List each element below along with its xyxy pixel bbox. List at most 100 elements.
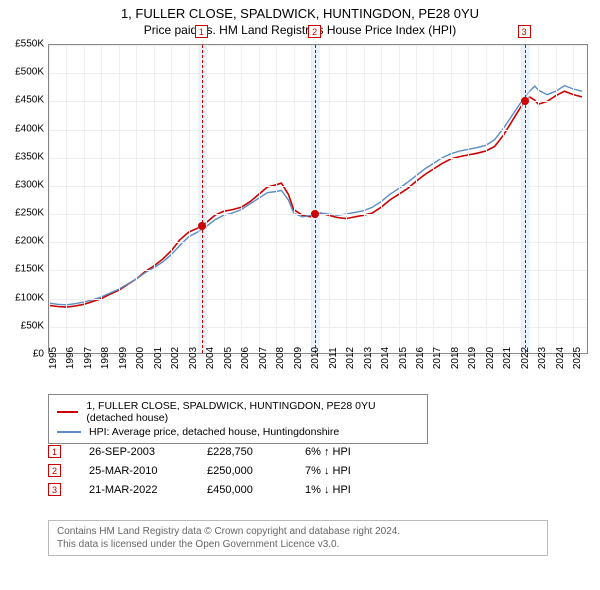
sale-marker-box: 1: [195, 25, 208, 38]
gridline-v: [416, 45, 417, 353]
gridline-v: [433, 45, 434, 353]
plot-area: 123: [48, 44, 588, 354]
sale-idx-box: 2: [48, 464, 61, 477]
sale-price: £228,750: [207, 446, 277, 458]
sale-price: £250,000: [207, 465, 277, 477]
x-axis-label: 2009: [293, 347, 304, 369]
sale-diff: 1% ↓ HPI: [305, 484, 395, 496]
legend-swatch: [57, 431, 81, 433]
x-axis-label: 2012: [345, 347, 356, 369]
sales-row: 321-MAR-2022£450,0001% ↓ HPI: [48, 480, 395, 499]
x-axis-label: 2003: [188, 347, 199, 369]
x-axis-label: 2005: [223, 347, 234, 369]
sale-diff: 6% ↑ HPI: [305, 446, 395, 458]
sale-dot: [311, 210, 319, 218]
x-axis-label: 2002: [170, 347, 181, 369]
sale-price: £450,000: [207, 484, 277, 496]
sale-dot: [198, 222, 206, 230]
legend-label: 1, FULLER CLOSE, SPALDWICK, HUNTINGDON, …: [86, 400, 419, 424]
gridline-v: [101, 45, 102, 353]
x-axis-label: 2008: [275, 347, 286, 369]
sale-date: 21-MAR-2022: [89, 484, 179, 496]
gridline-v: [206, 45, 207, 353]
x-axis-label: 2014: [380, 347, 391, 369]
x-axis-label: 1997: [83, 347, 94, 369]
x-axis-label: 2023: [537, 347, 548, 369]
x-axis-label: 2013: [363, 347, 374, 369]
x-axis-label: 2010: [310, 347, 321, 369]
gridline-v: [503, 45, 504, 353]
gridline-v: [259, 45, 260, 353]
gridline-v: [136, 45, 137, 353]
y-axis-label: £550K: [15, 39, 44, 50]
gridline-v: [49, 45, 50, 353]
gridline-v: [381, 45, 382, 353]
gridline-v: [171, 45, 172, 353]
gridline-v: [119, 45, 120, 353]
x-axis-label: 1995: [48, 347, 59, 369]
x-axis-label: 2022: [520, 347, 531, 369]
y-axis-label: £0: [33, 349, 44, 360]
sale-date: 26-SEP-2003: [89, 446, 179, 458]
x-axis-label: 2011: [328, 347, 339, 369]
sale-dashed-line: [315, 45, 316, 353]
footer-line-1: Contains HM Land Registry data © Crown c…: [57, 525, 539, 538]
gridline-v: [538, 45, 539, 353]
y-axis-label: £400K: [15, 123, 44, 134]
gridline-v: [399, 45, 400, 353]
gridline-v: [224, 45, 225, 353]
x-axis-label: 2017: [432, 347, 443, 369]
sale-date: 25-MAR-2010: [89, 465, 179, 477]
sale-dashed-line: [202, 45, 203, 353]
gridline-v: [276, 45, 277, 353]
gridline-v: [556, 45, 557, 353]
legend-label: HPI: Average price, detached house, Hunt…: [89, 426, 339, 438]
chart-container: 1, FULLER CLOSE, SPALDWICK, HUNTINGDON, …: [0, 0, 600, 590]
x-axis-label: 1996: [65, 347, 76, 369]
x-axis-label: 2016: [415, 347, 426, 369]
sale-dashed-line: [525, 45, 526, 353]
x-axis-label: 2006: [240, 347, 251, 369]
x-axis-label: 2001: [153, 347, 164, 369]
legend-row: HPI: Average price, detached house, Hunt…: [57, 425, 419, 439]
gridline-v: [294, 45, 295, 353]
x-axis-label: 2020: [485, 347, 496, 369]
sale-dot: [521, 97, 529, 105]
gridline-v: [451, 45, 452, 353]
gridline-v: [364, 45, 365, 353]
gridline-v: [189, 45, 190, 353]
x-axis-label: 2015: [398, 347, 409, 369]
gridline-v: [329, 45, 330, 353]
x-axis-label: 2024: [555, 347, 566, 369]
y-axis-label: £50K: [21, 320, 44, 331]
footer-line-2: This data is licensed under the Open Gov…: [57, 538, 539, 551]
chart-title: 1, FULLER CLOSE, SPALDWICK, HUNTINGDON, …: [0, 0, 600, 21]
x-axis-label: 1999: [118, 347, 129, 369]
x-axis-label: 2007: [258, 347, 269, 369]
gridline-v: [154, 45, 155, 353]
y-axis-label: £100K: [15, 292, 44, 303]
x-axis-label: 2004: [205, 347, 216, 369]
legend-swatch: [57, 411, 78, 413]
sale-diff: 7% ↓ HPI: [305, 465, 395, 477]
legend-box: 1, FULLER CLOSE, SPALDWICK, HUNTINGDON, …: [48, 394, 428, 444]
x-axis-label: 2000: [135, 347, 146, 369]
gridline-v: [66, 45, 67, 353]
gridline-v: [84, 45, 85, 353]
y-axis-label: £300K: [15, 179, 44, 190]
sale-marker-box: 3: [518, 25, 531, 38]
chart-area: 123 £0£50K£100K£150K£200K£250K£300K£350K…: [48, 44, 588, 384]
gridline-v: [486, 45, 487, 353]
gridline-v: [346, 45, 347, 353]
sale-idx-box: 1: [48, 445, 61, 458]
x-axis-label: 1998: [100, 347, 111, 369]
chart-subtitle: Price paid vs. HM Land Registry's House …: [0, 21, 600, 37]
sales-row: 2 25-MAR-2010 £250,000 7% ↓ HPI: [48, 461, 395, 480]
x-axis-label: 2018: [450, 347, 461, 369]
sale-marker-box: 2: [308, 25, 321, 38]
y-axis-label: £250K: [15, 208, 44, 219]
y-axis-label: £500K: [15, 67, 44, 78]
x-axis-label: 2019: [467, 347, 478, 369]
y-axis-label: £150K: [15, 264, 44, 275]
x-axis-label: 2025: [572, 347, 583, 369]
